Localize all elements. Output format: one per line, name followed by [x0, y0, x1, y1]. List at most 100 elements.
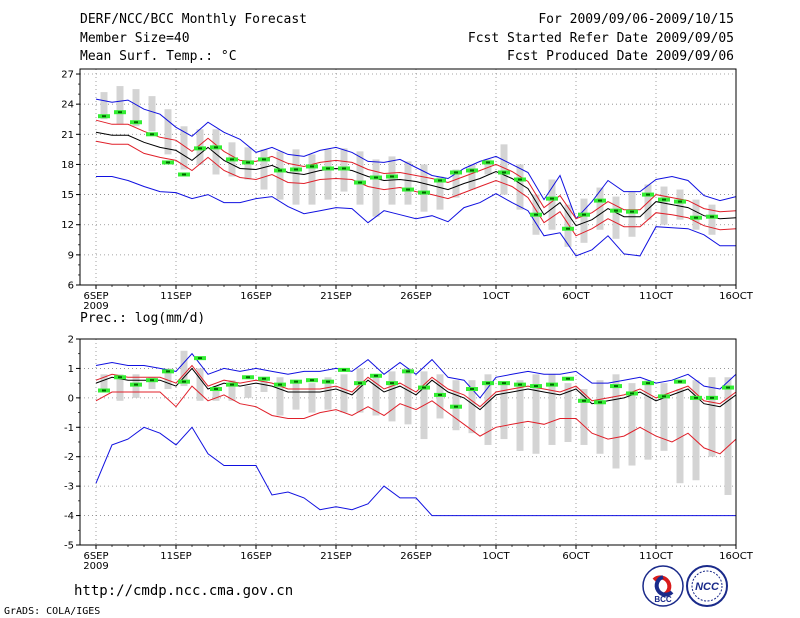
- range-box: [276, 151, 284, 200]
- green-marker-center: [422, 191, 426, 194]
- range-box: [116, 86, 124, 125]
- green-marker-center: [534, 385, 538, 388]
- range-box: [628, 191, 636, 237]
- green-marker-center: [262, 377, 266, 380]
- green-marker-center: [454, 171, 458, 174]
- plot-frame: [79, 338, 737, 546]
- x-tick-label: 11SEP: [160, 551, 191, 562]
- range-box: [260, 149, 268, 190]
- y-tick-label: 15: [61, 190, 74, 201]
- green-marker-center: [566, 377, 570, 380]
- range-box: [628, 383, 636, 466]
- range-box: [564, 204, 572, 247]
- range-box: [660, 186, 668, 225]
- bcc-logo-text: BCC: [654, 595, 672, 604]
- range-box: [548, 374, 556, 445]
- range-box: [388, 371, 396, 422]
- plot-frame: [79, 68, 737, 286]
- green-marker-center: [278, 383, 282, 386]
- green-marker-center: [598, 199, 602, 202]
- green-marker-center: [662, 395, 666, 398]
- green-marker-center: [486, 161, 490, 164]
- y-tick-label: -5: [64, 541, 74, 552]
- green-marker-center: [390, 382, 394, 385]
- x-tick-label: 11SEP: [160, 291, 191, 302]
- series-mean-line: [95, 367, 737, 411]
- green-marker-center: [102, 389, 106, 392]
- green-marker-center: [230, 383, 234, 386]
- green-marker-center: [614, 209, 618, 212]
- green-marker-center: [582, 399, 586, 402]
- range-box: [404, 161, 412, 205]
- green-marker-center: [134, 121, 138, 124]
- bcc-logo: BCC: [642, 565, 684, 607]
- range-box: [228, 380, 236, 401]
- green-marker-center: [214, 388, 218, 391]
- range-box: [100, 92, 108, 120]
- green-marker-center: [278, 169, 282, 172]
- green-marker-center: [566, 227, 570, 230]
- green-marker-center: [582, 213, 586, 216]
- range-box: [212, 386, 220, 401]
- range-box: [660, 383, 668, 451]
- green-marker-center: [374, 176, 378, 179]
- range-box: [100, 374, 108, 390]
- series-lower-line: [95, 385, 737, 455]
- green-marker-center: [150, 379, 154, 382]
- green-marker-center: [614, 385, 618, 388]
- y-tick-label: 1: [68, 364, 74, 375]
- green-marker-center: [262, 158, 266, 161]
- range-box: [692, 199, 700, 230]
- range-box: [356, 368, 364, 413]
- prec-label: Prec.: log(mm/d): [80, 311, 206, 326]
- range-box: [468, 380, 476, 434]
- green-marker-center: [198, 147, 202, 150]
- green-marker-center: [166, 370, 170, 373]
- range-box: [292, 383, 300, 410]
- green-marker-center: [358, 181, 362, 184]
- green-marker-center: [486, 382, 490, 385]
- range-box: [340, 374, 348, 413]
- range-box: [564, 383, 572, 442]
- green-marker-center: [518, 178, 522, 181]
- green-marker-center: [326, 380, 330, 383]
- range-box: [324, 377, 332, 410]
- green-marker-center: [390, 175, 394, 178]
- green-marker-center: [118, 376, 122, 379]
- range-box: [676, 389, 684, 484]
- forecast-period: For 2009/09/06-2009/10/15: [538, 12, 734, 27]
- range-box: [180, 350, 188, 387]
- y-tick-label: 18: [61, 160, 74, 171]
- green-marker-center: [294, 168, 298, 171]
- green-marker-center: [710, 396, 714, 399]
- green-marker-center: [470, 169, 474, 172]
- range-box: [580, 198, 588, 243]
- range-box: [724, 377, 732, 495]
- green-marker-center: [646, 382, 650, 385]
- range-box: [132, 89, 140, 127]
- green-marker-center: [630, 210, 634, 213]
- y-tick-label: -1: [64, 423, 74, 434]
- range-box: [324, 149, 332, 200]
- green-marker-center: [678, 380, 682, 383]
- variable-label: Mean Surf. Temp.: °C: [80, 49, 237, 64]
- refer-date: Fcst Started Refer Date 2009/09/05: [467, 31, 734, 46]
- green-marker-center: [246, 376, 250, 379]
- x-tick-label: 1OCT: [482, 291, 510, 302]
- footer-url[interactable]: http://cmdp.ncc.cma.gov.cn: [74, 583, 294, 599]
- series-min-line: [96, 176, 736, 257]
- range-box: [212, 129, 220, 175]
- range-box: [580, 389, 588, 445]
- range-box: [308, 383, 316, 413]
- green-marker-center: [550, 197, 554, 200]
- green-marker-center: [502, 382, 506, 385]
- green-marker-center: [438, 393, 442, 396]
- series-max-line: [95, 98, 737, 220]
- x-tick-label: 6OCT: [562, 291, 590, 302]
- y-tick-label: 27: [61, 70, 74, 81]
- green-marker-center: [470, 388, 474, 391]
- range-box: [468, 164, 476, 190]
- range-box: [436, 176, 444, 210]
- series-mean-line: [95, 131, 737, 227]
